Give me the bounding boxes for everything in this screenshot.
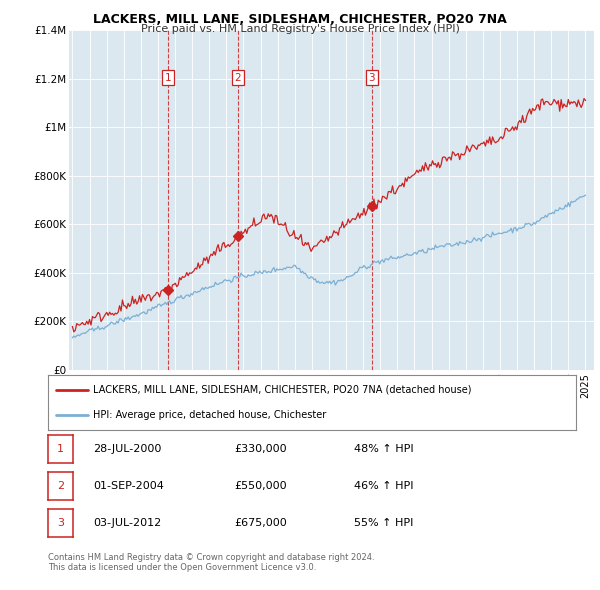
Text: Contains HM Land Registry data © Crown copyright and database right 2024.: Contains HM Land Registry data © Crown c…: [48, 553, 374, 562]
Text: 3: 3: [368, 73, 375, 83]
Text: LACKERS, MILL LANE, SIDLESHAM, CHICHESTER, PO20 7NA (detached house): LACKERS, MILL LANE, SIDLESHAM, CHICHESTE…: [93, 385, 472, 395]
Text: 3: 3: [57, 518, 64, 527]
Text: 03-JUL-2012: 03-JUL-2012: [93, 518, 161, 527]
Text: £550,000: £550,000: [234, 481, 287, 491]
Text: HPI: Average price, detached house, Chichester: HPI: Average price, detached house, Chic…: [93, 410, 326, 420]
Text: 01-SEP-2004: 01-SEP-2004: [93, 481, 164, 491]
Text: £675,000: £675,000: [234, 518, 287, 527]
Text: LACKERS, MILL LANE, SIDLESHAM, CHICHESTER, PO20 7NA: LACKERS, MILL LANE, SIDLESHAM, CHICHESTE…: [93, 13, 507, 26]
Text: 28-JUL-2000: 28-JUL-2000: [93, 444, 161, 454]
Text: 2: 2: [235, 73, 241, 83]
Text: 48% ↑ HPI: 48% ↑ HPI: [354, 444, 413, 454]
Text: 1: 1: [164, 73, 171, 83]
Text: 46% ↑ HPI: 46% ↑ HPI: [354, 481, 413, 491]
Text: 1: 1: [57, 444, 64, 454]
Text: 55% ↑ HPI: 55% ↑ HPI: [354, 518, 413, 527]
Text: Price paid vs. HM Land Registry's House Price Index (HPI): Price paid vs. HM Land Registry's House …: [140, 24, 460, 34]
Text: This data is licensed under the Open Government Licence v3.0.: This data is licensed under the Open Gov…: [48, 563, 316, 572]
Text: £330,000: £330,000: [234, 444, 287, 454]
Text: 2: 2: [57, 481, 64, 491]
